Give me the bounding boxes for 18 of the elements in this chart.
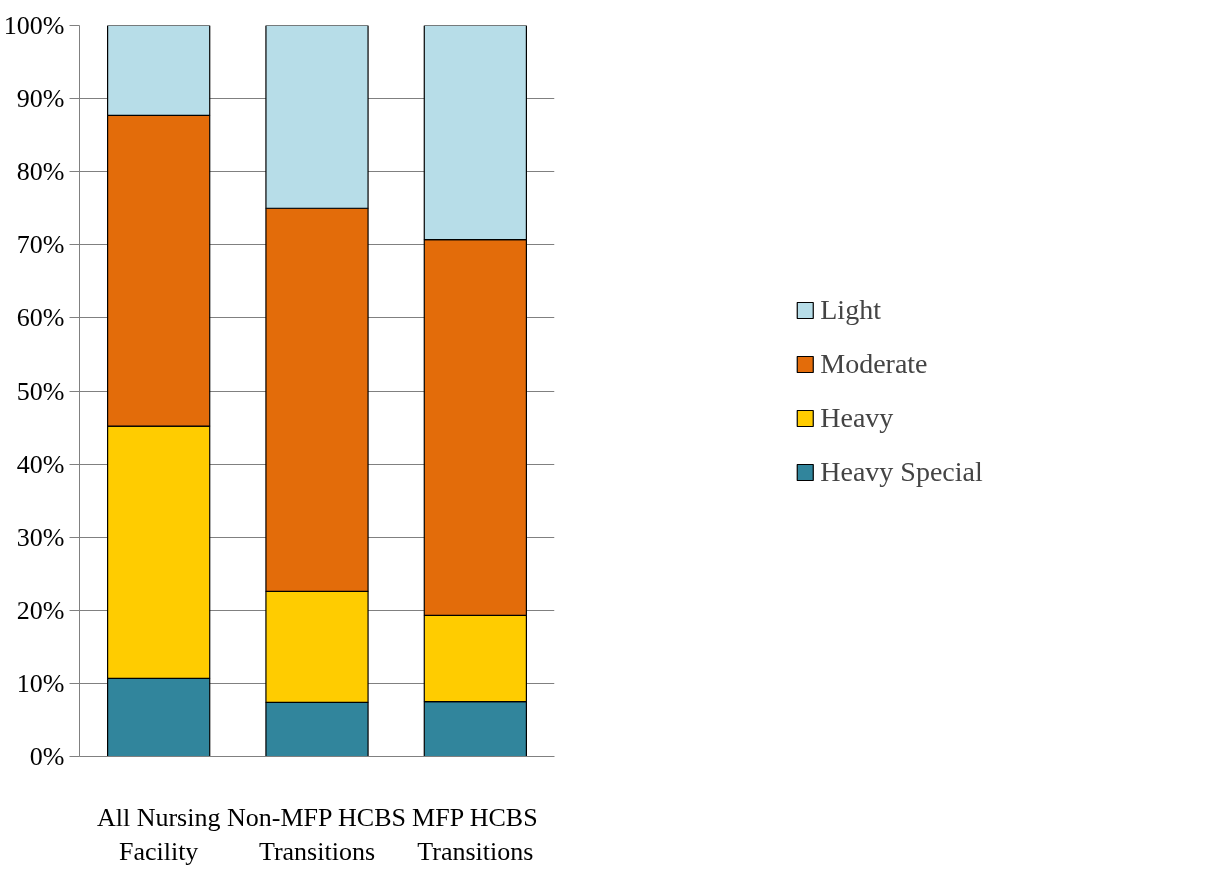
legend-label: Heavy Special	[820, 455, 983, 488]
x-tick-label: MFP HCBS Transitions	[412, 802, 538, 867]
y-tick-label: 50%	[16, 376, 65, 406]
legend-label: Moderate	[820, 347, 928, 380]
x-tick-label: Non-MFP HCBS Transitions	[227, 802, 406, 867]
legend-label: Heavy	[820, 401, 894, 434]
y-tick-label: 70%	[16, 230, 65, 260]
x-tick-label: All Nursing Facility	[96, 802, 221, 867]
y-tick-label: 80%	[16, 157, 65, 187]
y-tick-label: 20%	[16, 595, 65, 625]
y-tick-label: 90%	[16, 84, 65, 114]
legend-label: Light	[820, 293, 881, 326]
y-tick-label: 30%	[16, 522, 65, 552]
y-tick-label: 100%	[3, 11, 65, 40]
y-tick-label: 0%	[29, 742, 65, 771]
y-tick-label: 10%	[16, 668, 65, 698]
y-tick-label: 60%	[16, 303, 65, 333]
y-tick-label: 40%	[16, 449, 65, 479]
